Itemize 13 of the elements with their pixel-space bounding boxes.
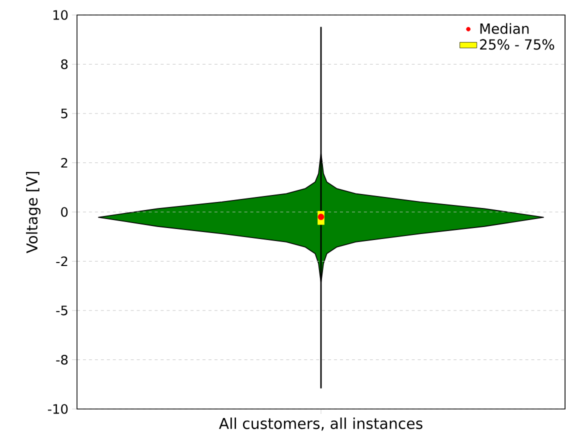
y-tick-label: -5 bbox=[56, 306, 68, 316]
y-tick-label: 10 bbox=[53, 10, 68, 20]
x-tick-label: All customers, all instances bbox=[218, 418, 422, 431]
y-tick-label: 0 bbox=[61, 207, 68, 217]
y-tick-label: -10 bbox=[48, 404, 68, 414]
y-tick-label: 2 bbox=[61, 158, 68, 168]
y-tick-label: 8 bbox=[61, 59, 68, 70]
legend-label: 25% - 75% bbox=[480, 39, 554, 50]
y-axis-title: Voltage [V] bbox=[26, 172, 40, 254]
y-tick-label: -8 bbox=[56, 354, 68, 365]
y-tick-label: -2 bbox=[56, 256, 68, 266]
legend-label: Median bbox=[480, 23, 529, 34]
y-tick-label: 5 bbox=[61, 108, 68, 118]
